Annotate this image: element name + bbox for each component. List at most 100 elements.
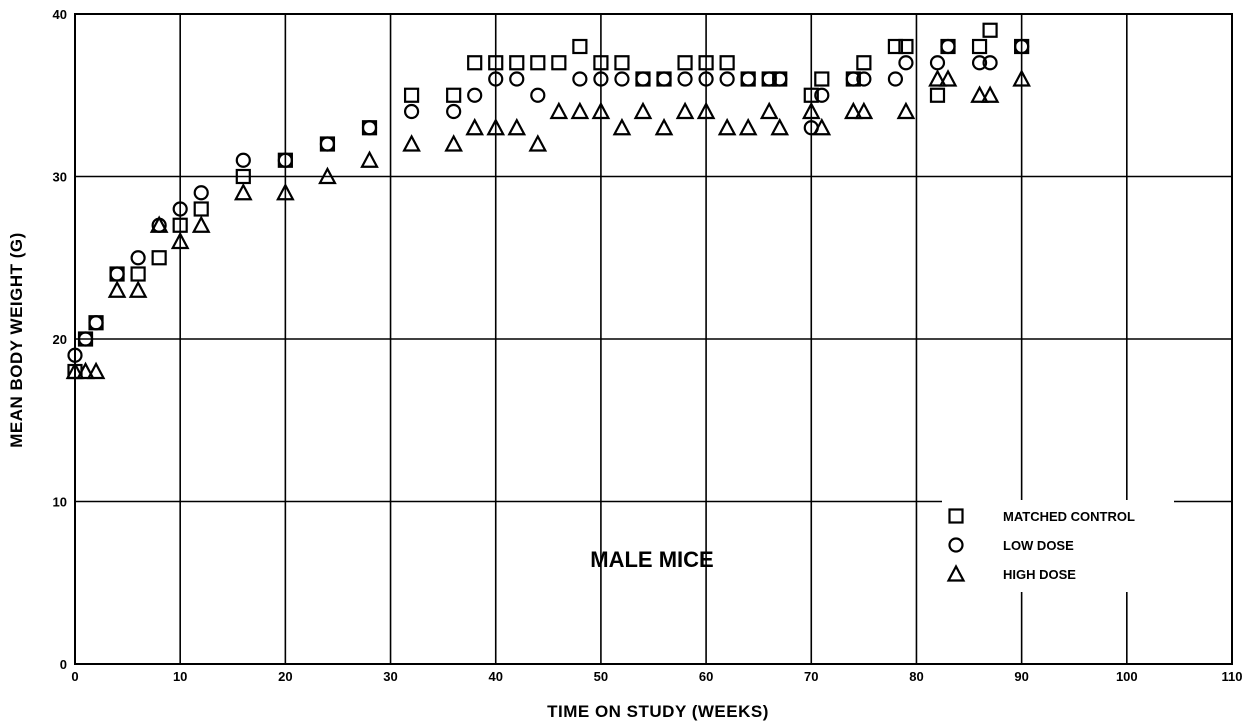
y-tick-label: 20 bbox=[53, 332, 67, 347]
data-point-circle bbox=[235, 152, 251, 168]
tick-labels: 0 10 20 30 40 50 60 70 80 90 100 110 0 10 20 30 40 bbox=[53, 7, 1243, 684]
data-point-triangle bbox=[318, 166, 337, 185]
plot-frame bbox=[74, 13, 1233, 665]
y-tick-label: 0 bbox=[60, 657, 67, 672]
data-point-triangle bbox=[65, 361, 85, 380]
data-point-circle bbox=[403, 103, 420, 120]
data-markers bbox=[65, 22, 1031, 380]
series-square bbox=[67, 22, 1030, 380]
data-point-square bbox=[446, 87, 462, 103]
data-point-circle bbox=[1014, 38, 1030, 55]
data-point-circle bbox=[677, 71, 693, 87]
data-point-triangle bbox=[507, 117, 527, 136]
x-tick-label: 70 bbox=[804, 669, 818, 684]
data-point-circle bbox=[130, 250, 146, 266]
legend-label: HIGH DOSE bbox=[1003, 567, 1076, 582]
data-point-square bbox=[719, 55, 735, 71]
data-point-circle bbox=[656, 71, 672, 87]
x-tick-label: 50 bbox=[594, 669, 608, 684]
data-point-circle bbox=[929, 55, 946, 71]
y-tick-label: 30 bbox=[53, 170, 67, 185]
data-point-square bbox=[814, 71, 830, 87]
data-point-circle bbox=[530, 87, 546, 103]
data-point-square bbox=[887, 38, 904, 55]
data-point-circle bbox=[698, 71, 714, 87]
x-axis-title: TIME ON STUDY (WEEKS) bbox=[547, 702, 769, 721]
plot-border bbox=[74, 13, 1233, 665]
data-point-square bbox=[509, 55, 525, 71]
data-point-circle bbox=[614, 71, 630, 87]
data-point-circle bbox=[971, 55, 988, 71]
data-point-circle bbox=[898, 55, 914, 71]
series-circle bbox=[67, 38, 1030, 363]
series-triangle bbox=[65, 69, 1031, 380]
data-point-triangle bbox=[675, 101, 695, 120]
data-point-triangle bbox=[86, 361, 106, 380]
data-point-triangle bbox=[854, 101, 874, 120]
x-tick-label: 60 bbox=[699, 669, 713, 684]
data-point-circle bbox=[740, 71, 756, 87]
data-point-circle bbox=[88, 315, 104, 331]
data-point-square bbox=[593, 55, 609, 71]
data-point-square bbox=[677, 55, 693, 71]
y-tick-label: 40 bbox=[53, 7, 67, 22]
data-point-circle bbox=[446, 103, 462, 120]
x-tick-label: 30 bbox=[383, 669, 397, 684]
x-tick-label: 110 bbox=[1222, 669, 1243, 684]
data-point-triangle bbox=[770, 117, 790, 136]
data-point-triangle bbox=[170, 231, 190, 250]
data-point-triangle bbox=[107, 280, 127, 298]
data-point-triangle bbox=[233, 182, 253, 201]
data-point-triangle bbox=[654, 117, 674, 136]
data-point-triangle bbox=[696, 101, 716, 120]
x-tick-label: 20 bbox=[278, 669, 292, 684]
legend-background bbox=[942, 500, 1174, 592]
data-point-square bbox=[856, 55, 872, 71]
data-point-square bbox=[929, 87, 946, 103]
x-tick-label: 0 bbox=[71, 669, 78, 684]
data-point-square bbox=[898, 38, 914, 55]
data-point-circle bbox=[887, 71, 904, 87]
data-point-triangle bbox=[938, 69, 958, 87]
data-point-square bbox=[551, 55, 567, 71]
data-point-square bbox=[698, 55, 714, 71]
data-point-triangle bbox=[528, 134, 548, 152]
legend-label: MATCHED CONTROL bbox=[1003, 509, 1135, 524]
legend-marker-circle bbox=[948, 537, 964, 553]
data-point-square bbox=[130, 266, 146, 282]
x-tick-label: 90 bbox=[1014, 669, 1028, 684]
data-point-triangle bbox=[465, 117, 485, 136]
data-point-triangle bbox=[570, 101, 590, 120]
data-point-triangle bbox=[191, 215, 211, 233]
data-point-triangle bbox=[612, 117, 632, 136]
data-point-triangle bbox=[633, 101, 653, 120]
data-point-square bbox=[530, 55, 546, 71]
data-point-triangle bbox=[276, 182, 295, 201]
data-point-circle bbox=[77, 331, 94, 347]
data-point-square bbox=[982, 22, 998, 38]
data-point-circle bbox=[635, 71, 651, 87]
data-point-circle bbox=[719, 71, 735, 87]
data-point-triangle bbox=[801, 101, 821, 120]
data-point-circle bbox=[509, 71, 525, 87]
data-point-triangle bbox=[149, 215, 169, 233]
y-axis-title: MEAN BODY WEIGHT (G) bbox=[7, 232, 26, 448]
data-point-triangle bbox=[76, 361, 95, 380]
data-point-square bbox=[467, 55, 483, 71]
data-point-circle bbox=[814, 87, 830, 103]
data-point-circle bbox=[772, 71, 788, 87]
data-point-square bbox=[572, 38, 588, 55]
data-point-circle bbox=[361, 120, 378, 136]
legend-marker-square bbox=[948, 508, 964, 524]
legend-label: LOW DOSE bbox=[1003, 538, 1074, 553]
data-point-triangle bbox=[717, 117, 737, 136]
data-point-circle bbox=[982, 55, 998, 71]
y-tick-label: 10 bbox=[53, 495, 67, 510]
data-point-triangle bbox=[928, 69, 947, 87]
data-point-triangle bbox=[812, 117, 832, 136]
data-point-circle bbox=[845, 71, 861, 87]
data-point-square bbox=[488, 55, 504, 71]
data-point-triangle bbox=[360, 150, 379, 168]
data-point-triangle bbox=[844, 101, 863, 120]
legend: MATCHED CONTROL LOW DOSE HIGH DOSE bbox=[942, 500, 1174, 592]
